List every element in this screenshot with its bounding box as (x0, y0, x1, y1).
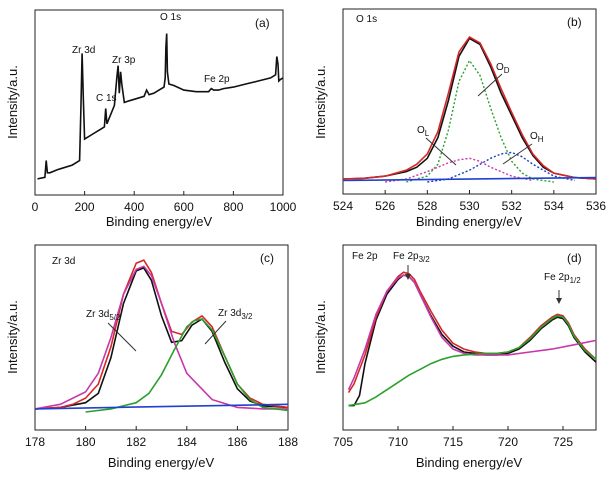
panel-b-label: (b) (567, 15, 582, 29)
panel-b-title: O 1s (356, 14, 377, 25)
panel-c-series-0 (34, 266, 289, 410)
panel-d-xtick-label-2: 715 (443, 435, 463, 449)
panel-b-series-3 (385, 157, 533, 183)
panel-a-xtick-label-1: 200 (75, 200, 95, 214)
panel-a-xtick-label-0: 0 (32, 200, 39, 214)
panel-a-xtick-label-4: 800 (223, 200, 243, 214)
panel-b-xlabel: Binding energy/eV (416, 214, 523, 229)
panel-a-frame (34, 9, 284, 196)
panel-b-xtick-label-6: 536 (586, 199, 606, 213)
panel-c-xtick-label-2: 182 (126, 435, 146, 449)
panel-a-annotation-c1s: C 1s (96, 93, 117, 104)
panel-c-series-2 (34, 265, 288, 410)
panel-a-ylabel: Intensity/a.u. (5, 65, 20, 139)
panel-c-xtick-label-3: 184 (177, 435, 197, 449)
panel-d-xlabel: Binding energy/eV (416, 455, 523, 470)
panel-a-xlabel: Binding energy/eV (106, 214, 213, 229)
panel-d-arrowhead-fe2p32 (405, 274, 411, 280)
panel-c-pointer-zr3d52 (107, 322, 137, 352)
panel-a-annotation-zr3d: Zr 3d (72, 45, 95, 56)
panel-b-pointer-od (477, 73, 503, 97)
panel-d-series-0 (348, 274, 597, 407)
panel-d-xtick-label-0: 705 (333, 435, 353, 449)
panel-d-annotation-fe2p32: Fe 2p3/2 (393, 251, 430, 264)
panel-c-label: (c) (260, 251, 274, 265)
panel-b-pointer-oh (502, 143, 533, 165)
panel-c-pointer-zr3d32 (204, 320, 227, 345)
panel-d-ylabel: Intensity/a.u. (313, 300, 328, 374)
panel-c-xlabel: Binding energy/eV (108, 455, 215, 470)
panel-b-xtick-label-5: 534 (544, 199, 564, 213)
panel-a-series-0 (37, 33, 284, 180)
panel-a-annotation-o1s: O 1s (160, 12, 181, 23)
panel-b-annotation-oh: OH (530, 131, 544, 144)
panel-c-annotation-zr3d32: Zr 3d3/2 (218, 308, 253, 321)
panel-a-annotation-fe2p: Fe 2p (204, 74, 230, 85)
panel-b-series-1 (342, 35, 597, 180)
panel-c-xtick-label-1: 180 (76, 435, 96, 449)
panel-c-frame (34, 244, 289, 431)
panel-a-annotation-zr3p: Zr 3p (112, 55, 136, 66)
panel-b-xtick-label-3: 530 (459, 199, 479, 213)
panel-d-xtick-label-4: 725 (553, 435, 573, 449)
panel-b-series-2 (406, 59, 554, 183)
panel-c-xtick-label-0: 178 (25, 435, 45, 449)
panel-c-ylabel: Intensity/a.u. (5, 300, 20, 374)
panel-b-xtick-label-0: 524 (333, 199, 353, 213)
panel-c: (c) Zr 3d 178 180 182 184 186 188 Binding ene… (5, 244, 298, 470)
panel-b-xtick-label-4: 532 (502, 199, 522, 213)
panel-d-frame (342, 244, 597, 431)
panel-a-xtick-label-3: 600 (174, 200, 194, 214)
panel-b-annotation-ol: OL (417, 125, 430, 138)
panel-a-xtick-label-2: 400 (124, 200, 144, 214)
panel-b-series-4 (427, 151, 576, 183)
panel-c-xtick-label-5: 188 (278, 435, 298, 449)
panel-c-series-4 (34, 403, 289, 410)
panel-d-series-3 (348, 314, 597, 407)
panel-c-xtick-label-4: 186 (227, 435, 247, 449)
panel-b-xtick-label-2: 528 (417, 199, 437, 213)
panel-d-label: (d) (567, 251, 582, 265)
panel-a-xtick-label-5: 1000 (270, 200, 297, 214)
panel-a: (a) 0 200 400 600 800 1000 Binding energy/eV … (5, 9, 297, 229)
panel-b-annotation-od: OD (496, 62, 510, 75)
panel-d-series-2 (347, 274, 597, 391)
panel-b-series-0 (342, 37, 597, 180)
panel-b-pointer-ol (425, 137, 457, 166)
panel-a-label: (a) (255, 16, 270, 30)
panel-b-series-5 (342, 176, 597, 182)
panel-b-ylabel: Intensity/a.u. (313, 65, 328, 139)
panel-c-title: Zr 3d (52, 256, 75, 267)
panel-c-series-3 (85, 318, 289, 413)
panel-d-annotation-fe2p12: Fe 2p1/2 (544, 272, 581, 285)
panel-d-xtick-label-3: 720 (498, 435, 518, 449)
panel-d: (d) Fe 2p 705 710 715 720 725 Binding energy… (313, 244, 597, 470)
panel-d-title: Fe 2p (352, 251, 378, 262)
panel-d-arrowhead-fe2p12 (556, 298, 562, 304)
panel-d-xtick-label-1: 710 (388, 435, 408, 449)
panel-b-xtick-label-1: 526 (375, 199, 395, 213)
panel-c-series-1 (34, 259, 289, 410)
panel-c-annotation-zr3d52: Zr 3d5/2 (86, 309, 121, 322)
panel-b: (b) O 1s 524 526 528 530 532 534 536 Binding e… (313, 8, 606, 229)
